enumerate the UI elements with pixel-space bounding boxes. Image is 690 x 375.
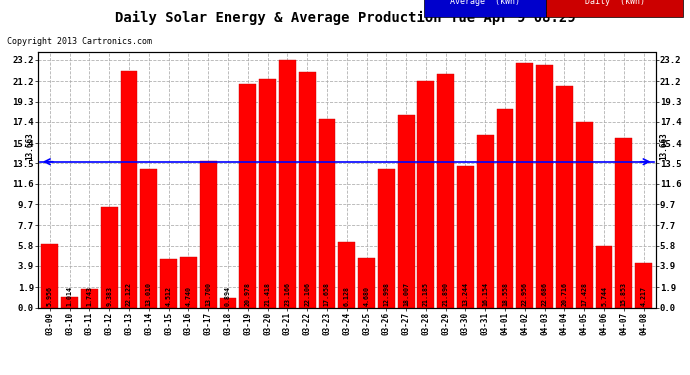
Bar bbox=[516, 63, 533, 308]
Text: Average  (kWh): Average (kWh) bbox=[450, 0, 520, 6]
Text: 9.383: 9.383 bbox=[106, 286, 112, 306]
Text: 22.122: 22.122 bbox=[126, 282, 132, 306]
Bar bbox=[219, 298, 237, 307]
Text: 5.956: 5.956 bbox=[47, 286, 53, 306]
Bar bbox=[41, 244, 58, 308]
Bar bbox=[457, 166, 474, 308]
Text: 1.743: 1.743 bbox=[86, 286, 92, 306]
Text: 13.663: 13.663 bbox=[26, 132, 34, 160]
Bar bbox=[279, 60, 296, 308]
Bar bbox=[259, 79, 276, 308]
Text: 16.154: 16.154 bbox=[482, 282, 489, 306]
Bar bbox=[497, 110, 513, 308]
Text: 22.686: 22.686 bbox=[542, 282, 548, 306]
Bar bbox=[437, 74, 454, 308]
Text: 20.978: 20.978 bbox=[245, 282, 250, 306]
Bar bbox=[595, 246, 613, 308]
Text: 17.428: 17.428 bbox=[581, 282, 587, 306]
Bar bbox=[556, 87, 573, 308]
Bar bbox=[140, 169, 157, 308]
Text: 6.128: 6.128 bbox=[344, 286, 350, 306]
Text: Copyright 2013 Cartronics.com: Copyright 2013 Cartronics.com bbox=[7, 38, 152, 46]
Bar bbox=[417, 81, 434, 308]
Text: 13.663: 13.663 bbox=[659, 132, 668, 160]
Text: 4.512: 4.512 bbox=[166, 286, 172, 306]
Text: 22.106: 22.106 bbox=[304, 282, 310, 306]
Bar bbox=[397, 116, 415, 308]
Text: 18.558: 18.558 bbox=[502, 282, 508, 306]
Text: 4.740: 4.740 bbox=[186, 286, 191, 306]
Text: 4.680: 4.680 bbox=[364, 286, 370, 306]
Text: 1.014: 1.014 bbox=[67, 286, 72, 306]
Bar bbox=[61, 297, 78, 307]
Bar bbox=[358, 258, 375, 307]
Bar bbox=[239, 84, 256, 308]
Bar bbox=[299, 72, 315, 308]
Text: 23.166: 23.166 bbox=[284, 282, 290, 306]
Text: 12.998: 12.998 bbox=[384, 282, 389, 306]
Text: 15.853: 15.853 bbox=[621, 282, 627, 306]
Bar bbox=[378, 169, 395, 308]
Text: 13.244: 13.244 bbox=[462, 282, 469, 306]
Text: 21.890: 21.890 bbox=[443, 282, 448, 306]
Text: 13.010: 13.010 bbox=[146, 282, 152, 306]
Text: 0.894: 0.894 bbox=[225, 286, 231, 306]
Bar bbox=[319, 119, 335, 308]
Text: 21.418: 21.418 bbox=[264, 282, 270, 306]
Bar bbox=[635, 262, 652, 308]
Bar bbox=[121, 72, 137, 308]
Text: 13.700: 13.700 bbox=[205, 282, 211, 306]
Text: Daily  (kWh): Daily (kWh) bbox=[584, 0, 644, 6]
Bar bbox=[180, 257, 197, 307]
Text: 18.007: 18.007 bbox=[403, 282, 409, 306]
Bar bbox=[338, 242, 355, 308]
Text: 20.716: 20.716 bbox=[562, 282, 567, 306]
Bar bbox=[200, 161, 217, 308]
Text: Daily Solar Energy & Average Production Tue Apr 9 08:29: Daily Solar Energy & Average Production … bbox=[115, 11, 575, 26]
Bar bbox=[576, 122, 593, 308]
Text: 21.185: 21.185 bbox=[423, 282, 429, 306]
Text: 5.744: 5.744 bbox=[601, 286, 607, 306]
Text: 22.956: 22.956 bbox=[522, 282, 528, 306]
Bar bbox=[477, 135, 493, 308]
Bar bbox=[160, 260, 177, 308]
Bar bbox=[81, 289, 98, 308]
Bar bbox=[101, 207, 117, 308]
Bar bbox=[615, 138, 632, 308]
Text: 4.217: 4.217 bbox=[640, 286, 647, 306]
Bar bbox=[536, 66, 553, 308]
Text: 17.658: 17.658 bbox=[324, 282, 330, 306]
